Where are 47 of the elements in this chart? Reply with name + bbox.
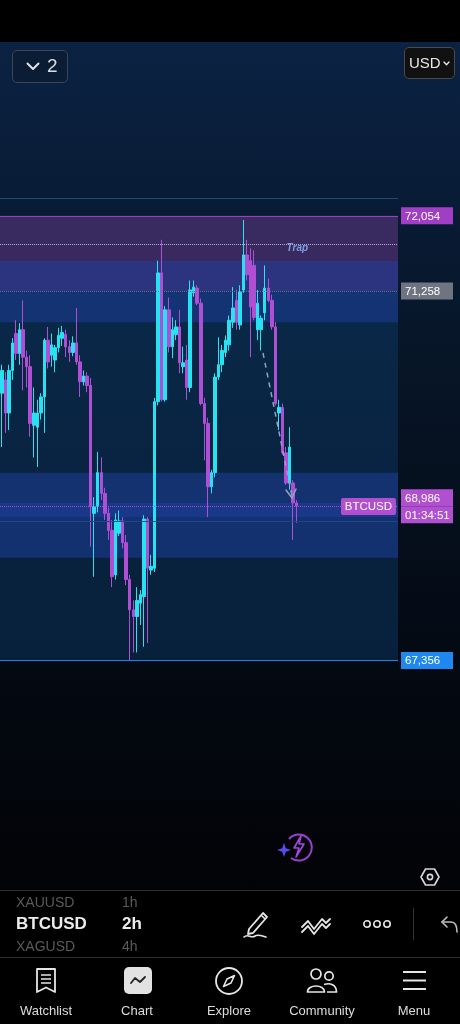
candlestick <box>142 514 146 648</box>
candlestick <box>71 335 75 357</box>
candlestick <box>43 337 46 434</box>
candlestick <box>163 305 167 403</box>
candlestick <box>18 322 21 366</box>
candlestick <box>277 399 281 431</box>
candlestick <box>160 239 163 403</box>
candlestick <box>146 516 149 644</box>
text: BTCUSD <box>16 913 87 935</box>
candlestick <box>181 346 185 374</box>
text: 1h <box>122 893 138 912</box>
candlestick <box>21 299 25 391</box>
dropdown-button: 2 <box>12 50 68 83</box>
y-tick-label: 71,258 <box>405 285 441 298</box>
candlestick <box>114 512 117 581</box>
candlestick <box>188 280 192 393</box>
candlestick <box>167 297 171 353</box>
y-tick-label: 67,356 <box>405 654 441 667</box>
band-label: Trap <box>286 241 309 253</box>
text: Explore <box>205 1003 253 1018</box>
candlestick <box>288 426 291 491</box>
candlestick <box>235 289 238 331</box>
text: 4h <box>122 937 138 956</box>
text: XAUUSD <box>16 893 75 912</box>
text: Community <box>288 1003 356 1018</box>
candlestick <box>171 316 174 359</box>
dropdown-button: USD <box>404 47 455 79</box>
candlestick <box>82 369 85 387</box>
candlestick <box>0 364 4 448</box>
candlestick <box>64 329 67 358</box>
candlestick <box>14 319 18 361</box>
candlestick <box>178 309 181 374</box>
y-tick-label: 68,986 01:34:51 <box>405 491 450 521</box>
text: XAGUSD <box>16 937 76 956</box>
candlestick <box>185 344 188 401</box>
candlestick <box>28 354 32 438</box>
candlestick <box>46 326 50 370</box>
annotation: 2 <box>47 55 58 77</box>
text: Chart <box>120 1003 154 1018</box>
y-tick-label: 72,054 <box>405 209 441 222</box>
text: 2h <box>122 913 142 935</box>
text: Menu <box>396 1003 432 1018</box>
candlestick <box>4 371 7 434</box>
text: Watchlist <box>18 1003 74 1018</box>
candlestick <box>135 586 139 653</box>
annotation: BTCUSD <box>340 497 396 515</box>
candlestick <box>50 333 53 368</box>
